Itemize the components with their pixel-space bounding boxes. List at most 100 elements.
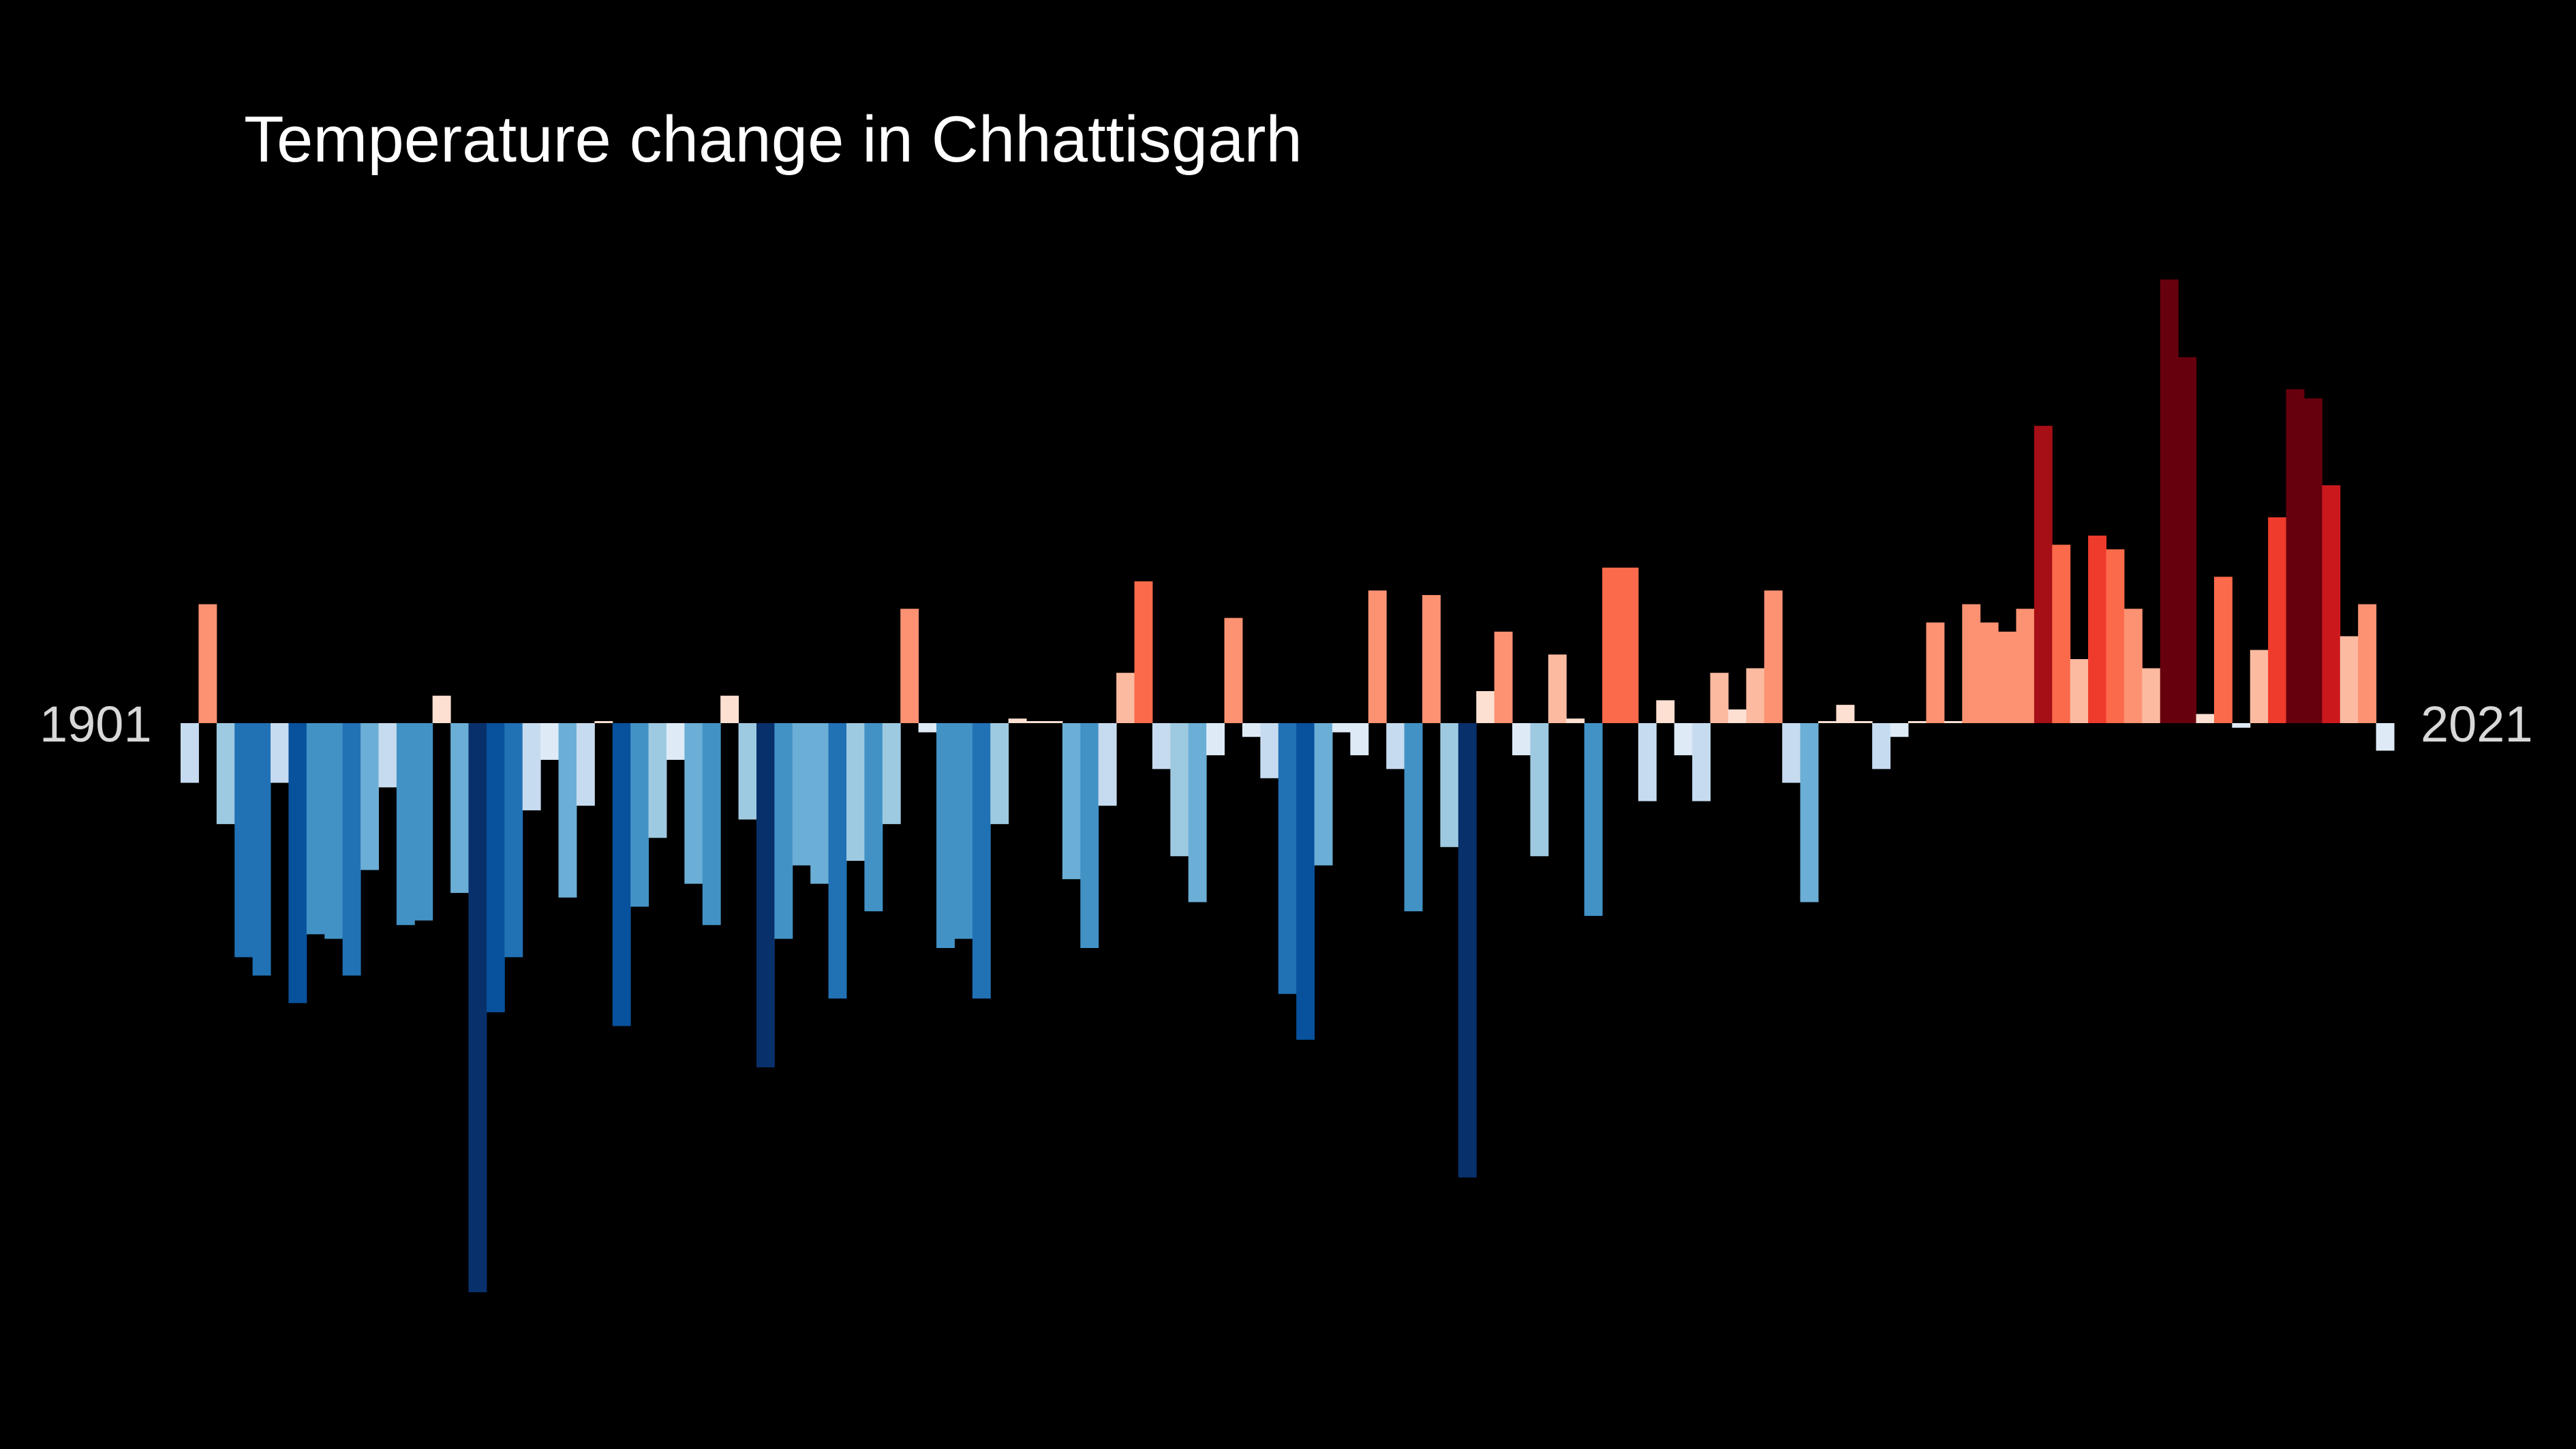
bar-1976 xyxy=(1530,723,1549,857)
bar-1924 xyxy=(594,721,613,723)
bar-1987 xyxy=(1728,709,1747,723)
bar-2012 xyxy=(2178,357,2197,723)
bar-1982 xyxy=(1638,723,1657,802)
bar-1932 xyxy=(738,723,757,820)
bar-1979 xyxy=(1584,723,1603,916)
bar-1956 xyxy=(1170,723,1189,857)
bar-1931 xyxy=(720,695,739,723)
bar-1946 xyxy=(990,723,1009,825)
bar-1942 xyxy=(918,723,937,733)
bar-1954 xyxy=(1134,581,1153,723)
bar-1925 xyxy=(612,723,631,1026)
bar-1949 xyxy=(1044,721,1063,723)
bar-1911 xyxy=(361,723,379,870)
bar-2013 xyxy=(2196,714,2215,723)
bar-1912 xyxy=(378,723,397,788)
bar-1974 xyxy=(1494,631,1513,723)
bar-1921 xyxy=(540,723,559,760)
bar-2004 xyxy=(2034,425,2053,723)
bar-1968 xyxy=(1386,723,1405,769)
bar-1904 xyxy=(234,723,254,958)
bar-2000 xyxy=(1962,604,1981,723)
bar-1989 xyxy=(1764,590,1783,723)
bar-1975 xyxy=(1512,723,1531,756)
bar-1903 xyxy=(216,723,235,825)
bar-1914 xyxy=(414,723,433,921)
bar-1936 xyxy=(810,723,829,884)
bar-1908 xyxy=(306,723,325,934)
bar-1957 xyxy=(1188,723,1207,902)
bar-1960 xyxy=(1242,723,1261,737)
bar-1985 xyxy=(1692,723,1711,802)
bar-1907 xyxy=(288,723,307,1003)
bar-1917 xyxy=(468,723,487,1292)
bar-1967 xyxy=(1368,590,1387,723)
bar-1901 xyxy=(181,723,199,783)
bar-1909 xyxy=(324,723,343,939)
bar-2011 xyxy=(2160,279,2179,723)
bar-1993 xyxy=(1836,705,1855,723)
bar-1926 xyxy=(630,723,649,907)
bar-1978 xyxy=(1566,718,1585,723)
bar-1966 xyxy=(1350,723,1369,756)
bar-2010 xyxy=(2142,668,2161,723)
bar-1992 xyxy=(1818,721,1837,723)
bar-1971 xyxy=(1440,723,1459,847)
bar-1986 xyxy=(1710,673,1729,723)
bar-1922 xyxy=(558,723,577,898)
bar-1933 xyxy=(756,723,775,1068)
bar-1905 xyxy=(252,723,271,976)
bar-2006 xyxy=(2070,659,2089,723)
bar-1923 xyxy=(576,723,595,806)
bar-1988 xyxy=(1746,668,1765,723)
bar-1991 xyxy=(1800,723,1819,902)
chart-title: Temperature change in Chhattisgarh xyxy=(244,103,1302,176)
bar-1981 xyxy=(1620,567,1639,723)
bar-1959 xyxy=(1224,617,1243,723)
bar-1935 xyxy=(792,723,811,866)
bar-2020 xyxy=(2322,485,2341,723)
bar-2003 xyxy=(2016,609,2035,723)
bar-2019 xyxy=(2303,398,2322,723)
end-year-label: 2021 xyxy=(2421,696,2533,752)
bar-2005 xyxy=(2052,545,2071,723)
bar-1997 xyxy=(1908,721,1927,723)
bar-2021 xyxy=(2340,636,2359,723)
bar-1962 xyxy=(1278,723,1297,994)
bar-1915 xyxy=(432,695,451,723)
bar-1984 xyxy=(1674,723,1693,756)
bar-1920 xyxy=(522,723,541,810)
bar-1918 xyxy=(486,723,505,1013)
bar-1983 xyxy=(1656,700,1675,723)
bar-1919 xyxy=(504,723,523,958)
bar-1916 xyxy=(450,723,470,894)
bar-2023 xyxy=(2376,723,2395,751)
bar-1944 xyxy=(954,723,973,939)
bar-1994 xyxy=(1854,721,1873,723)
bar-1939 xyxy=(864,723,883,912)
bar-1990 xyxy=(1782,723,1801,783)
bar-1937 xyxy=(828,723,847,999)
bar-1950 xyxy=(1062,723,1081,879)
bar-1969 xyxy=(1404,723,1423,912)
bar-1929 xyxy=(684,723,703,884)
bar-1945 xyxy=(972,723,991,999)
bar-1953 xyxy=(1116,673,1135,723)
bar-1999 xyxy=(1944,721,1963,723)
bar-1940 xyxy=(882,723,901,825)
bar-1943 xyxy=(936,723,955,948)
bar-1996 xyxy=(1890,723,1909,737)
bar-1995 xyxy=(1872,723,1891,769)
bar-2009 xyxy=(2123,609,2143,723)
bar-1980 xyxy=(1602,567,1621,723)
bar-1930 xyxy=(702,723,721,926)
bar-1964 xyxy=(1314,723,1333,866)
bar-1972 xyxy=(1458,723,1477,1178)
bar-2008 xyxy=(2106,549,2125,723)
bar-1965 xyxy=(1332,723,1351,733)
bar-1952 xyxy=(1098,723,1117,806)
bar-1927 xyxy=(648,723,667,838)
bar-1902 xyxy=(198,604,217,723)
bar-2007 xyxy=(2088,535,2106,723)
